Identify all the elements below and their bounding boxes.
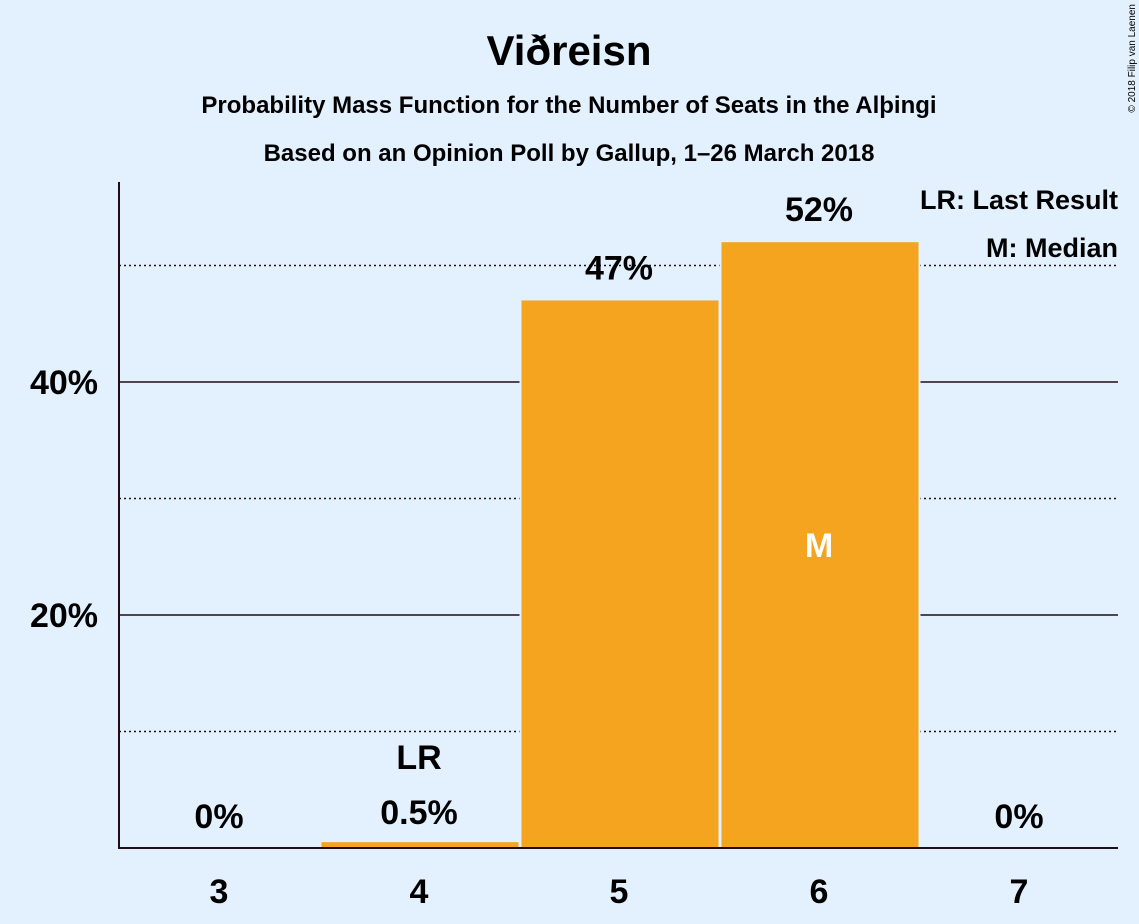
bar-value-label: 47%: [585, 249, 653, 287]
bars: [319, 242, 921, 848]
bar-seats-5: [521, 300, 719, 848]
legend-last-result: LR: Last Result: [920, 185, 1118, 215]
bar-value-label: 0.5%: [380, 794, 458, 832]
bar-seats-6: [721, 242, 919, 848]
chart-subtitle-poll: Based on an Opinion Poll by Gallup, 1–26…: [264, 140, 875, 167]
y-tick-label: 20%: [30, 597, 98, 635]
x-tick-label: 5: [610, 873, 629, 911]
bar-value-label: 52%: [785, 191, 853, 229]
copyright: © 2018 Filip van Laenen: [1127, 4, 1138, 113]
x-tick-label: 4: [410, 873, 429, 911]
chart-subtitle: Probability Mass Function for the Number…: [201, 92, 936, 119]
x-tick-label: 3: [210, 873, 229, 911]
x-tick-label: 7: [1010, 873, 1029, 911]
last-result-marker: LR: [396, 739, 441, 777]
axes: 20% 40% 3 4 5 6 7: [30, 182, 1118, 911]
bar-value-label: 0%: [994, 798, 1043, 836]
median-marker: M: [805, 527, 833, 565]
bar-labels: 0% 0.5% LR 47% 52% M 0%: [194, 191, 1043, 836]
x-tick-label: 6: [810, 873, 829, 911]
y-tick-label: 40%: [30, 364, 98, 402]
chart-title: Viðreisn: [487, 27, 652, 74]
legend-median: M: Median: [986, 233, 1118, 263]
bar-seats-4: [321, 842, 519, 848]
bar-value-label: 0%: [194, 798, 243, 836]
